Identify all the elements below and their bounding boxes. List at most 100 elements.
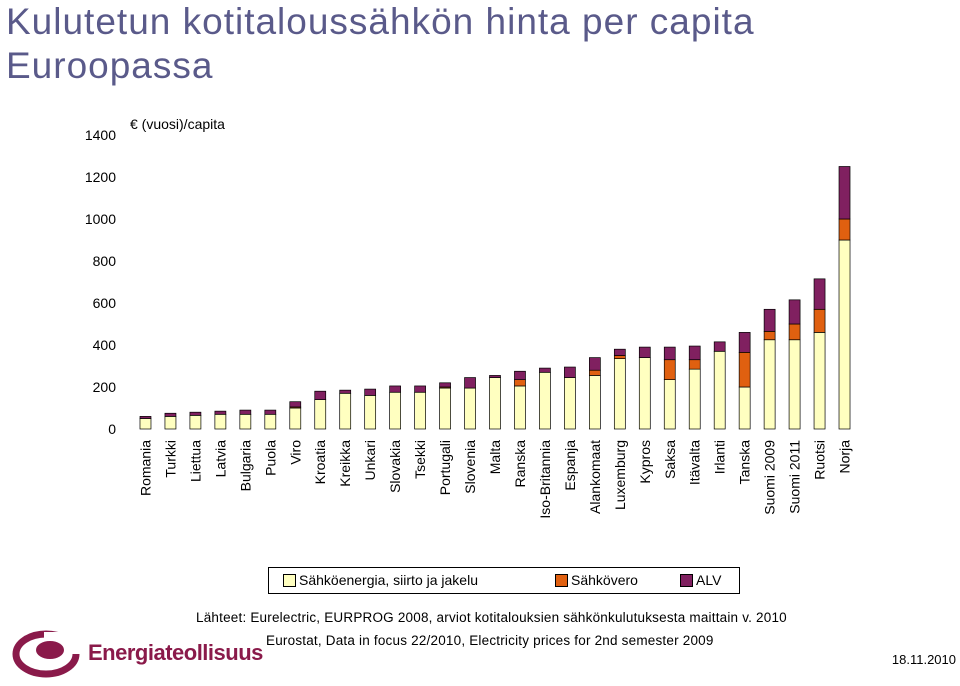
sources-line-1: Lähteet: Eurelectric, EURPROG 2008, arvi…: [196, 610, 787, 625]
bar-segment: [613, 358, 626, 430]
bar-segment: [289, 401, 302, 408]
x-tick-label: Luxemburg: [612, 440, 628, 510]
bar-segment: [613, 355, 626, 359]
x-tick-label: Viro: [287, 440, 303, 465]
legend-label-vat: ALV: [696, 572, 722, 588]
bar-segment: [788, 323, 801, 341]
x-tick-label: Slovakia: [387, 440, 403, 493]
bar-segment: [389, 385, 401, 393]
bar-segment: [414, 391, 426, 430]
x-tick-label: Puola: [262, 440, 278, 476]
x-tick-label: Romania: [137, 440, 153, 496]
x-tick-label: Portugali: [437, 440, 453, 495]
legend-item-energy: Sähköenergia, siirto ja jakelu: [283, 572, 478, 588]
bar-segment: [638, 357, 651, 430]
legend-swatch-vat: [680, 573, 693, 587]
bar-segment: [314, 390, 327, 400]
bar-segment: [489, 375, 501, 378]
bar-segment: [514, 385, 526, 430]
bar-segment: [688, 368, 701, 430]
y-tick-label: 400: [93, 337, 117, 353]
x-tick-label: Suomi 2011: [787, 440, 803, 514]
x-tick-label: Malta: [487, 440, 503, 474]
bar-segment: [738, 352, 751, 388]
bar-segment: [688, 359, 701, 370]
x-tick-label: Ranska: [512, 440, 528, 488]
bar-segment: [414, 385, 426, 393]
bar-segment: [439, 387, 451, 430]
bar-segment: [264, 413, 277, 430]
bar-segment: [364, 395, 377, 430]
bar-segment: [239, 413, 252, 430]
legend: Sähköenergia, siirto ja jakelu Sähkövero…: [268, 567, 740, 594]
y-tick-label: 800: [93, 253, 117, 269]
x-tick-label: Bulgaria: [237, 440, 253, 492]
x-tick-label: Kroatia: [312, 440, 328, 485]
energiateollisuus-logo-icon: [12, 630, 84, 678]
bar-segment: [838, 218, 851, 241]
x-tick-label: Turkki: [162, 440, 178, 478]
bar-segment: [663, 346, 676, 361]
bar-segment: [589, 375, 601, 430]
x-tick-label: Latvia: [212, 440, 228, 478]
legend-item-vat: ALV: [680, 572, 721, 588]
legend-label-tax: Sähkövero: [571, 572, 638, 588]
bar-segment: [289, 407, 302, 430]
bar-segment: [663, 379, 676, 430]
bar-segment: [514, 379, 526, 387]
bar-segment: [214, 410, 227, 415]
bar-segment: [464, 387, 476, 430]
x-tick-label: Slovenia: [462, 440, 478, 494]
bar-segment: [189, 411, 202, 416]
y-tick-label: 600: [93, 295, 117, 311]
bar-segment: [339, 389, 352, 394]
bar-segment: [339, 392, 352, 430]
bar-segment: [663, 359, 676, 381]
bar-segment: [564, 377, 576, 430]
bar-segment: [738, 386, 751, 430]
bar-segment: [489, 377, 501, 430]
x-tick-label: Unkari: [362, 440, 378, 480]
x-tick-label: Tsekki: [412, 440, 428, 479]
bar-segment: [464, 377, 476, 389]
x-tick-label: Iso-Britannia: [537, 440, 553, 519]
bar-segment: [763, 339, 776, 430]
legend-swatch-tax: [555, 573, 568, 587]
bar-segment: [514, 370, 526, 380]
x-tick-label: Tanska: [737, 440, 753, 485]
bar-segment: [738, 332, 751, 353]
bar-segment: [763, 308, 776, 332]
bar-segment: [688, 345, 701, 361]
bar-segment: [539, 367, 551, 373]
bar-segment: [139, 418, 152, 430]
x-tick-label: Liettua: [187, 440, 203, 482]
bar-segment: [813, 278, 826, 310]
bar-segment: [539, 371, 551, 430]
x-tick-label: Kreikka: [337, 440, 353, 487]
sources-line-2: Eurostat, Data in focus 22/2010, Electri…: [266, 633, 714, 648]
bar-segment: [813, 308, 826, 333]
x-tick-label: Irlanti: [712, 440, 728, 474]
bar-segment: [314, 399, 327, 430]
x-tick-label: Suomi 2009: [762, 440, 778, 515]
bar-segment: [264, 409, 277, 415]
chart-title: Kulutetun kotitaloussähkön hinta per cap…: [6, 1, 755, 86]
legend-label-energy: Sähköenergia, siirto ja jakelu: [299, 572, 478, 588]
legend-swatch-energy: [283, 573, 296, 587]
y-tick-label: 0: [108, 421, 116, 437]
bar-segment: [189, 415, 202, 430]
bar-segment: [389, 391, 401, 430]
bar-segment: [139, 416, 152, 419]
stacked-bar-chart: 0 200 400 600 800 1000 1200 1400 € (vuosi)/capit…: [85, 116, 853, 519]
y-tick-label: 1000: [85, 211, 116, 227]
x-tick-label: Espanja: [562, 440, 578, 491]
bar-segment: [763, 331, 776, 341]
x-tick-label: Ruotsi: [812, 440, 828, 480]
bar-segment: [364, 388, 377, 396]
logo-text: Energiateollisuus: [88, 640, 263, 665]
legend-item-tax: Sähkövero: [555, 572, 638, 588]
bar-segment: [239, 409, 252, 415]
bar-segment: [164, 412, 177, 417]
bar-segment: [564, 366, 576, 378]
bar-segment: [589, 369, 601, 376]
